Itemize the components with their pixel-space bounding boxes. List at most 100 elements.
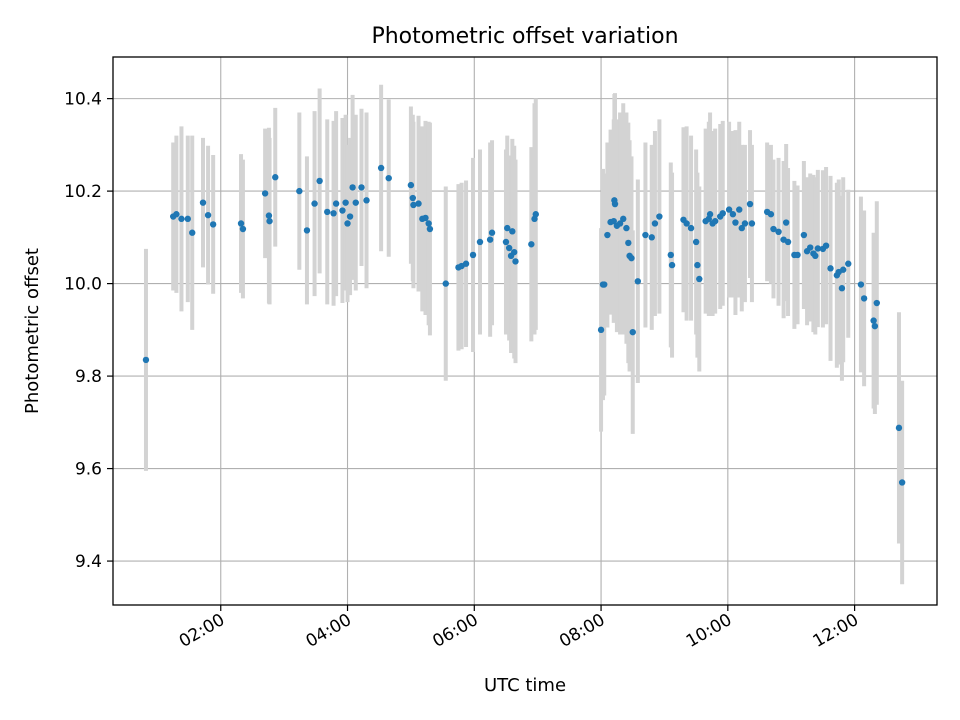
data-point <box>332 200 340 207</box>
data-point <box>532 211 539 218</box>
data-point <box>344 220 351 227</box>
point-layer <box>142 164 906 486</box>
data-point <box>822 242 830 249</box>
data-point <box>189 229 196 236</box>
data-point <box>409 194 417 202</box>
data-point <box>711 217 719 225</box>
data-point <box>462 260 470 267</box>
data-point <box>857 281 865 288</box>
data-point <box>634 278 642 285</box>
data-point <box>871 322 879 330</box>
data-point <box>838 285 846 292</box>
data-point <box>173 211 180 218</box>
data-point <box>775 228 782 236</box>
data-point <box>839 266 847 273</box>
data-point <box>303 227 311 234</box>
data-point <box>442 280 449 287</box>
data-point <box>597 326 605 334</box>
data-point <box>629 328 636 336</box>
data-point <box>873 299 880 307</box>
data-point <box>800 231 808 239</box>
data-point <box>261 190 269 197</box>
data-point <box>422 214 429 222</box>
data-point <box>476 238 484 246</box>
data-point <box>812 252 819 260</box>
data-point <box>814 245 822 252</box>
data-point <box>741 220 749 227</box>
data-point <box>895 424 903 432</box>
data-point <box>469 251 477 259</box>
data-point <box>358 184 365 191</box>
data-point <box>784 238 792 246</box>
data-point <box>696 275 703 283</box>
data-point <box>860 295 868 302</box>
data-point <box>204 211 212 219</box>
data-point <box>324 208 331 216</box>
data-point <box>827 265 834 272</box>
data-point <box>509 228 516 235</box>
data-point <box>512 258 519 265</box>
data-point <box>729 211 737 218</box>
data-point <box>266 217 273 225</box>
data-point <box>330 210 337 217</box>
data-point <box>807 244 814 251</box>
y-axis-label: Photometric offset <box>22 248 43 414</box>
data-point <box>311 200 318 207</box>
data-point <box>346 213 354 220</box>
data-point <box>296 187 303 195</box>
data-point <box>719 210 726 217</box>
data-point <box>237 220 245 227</box>
data-point <box>782 219 790 226</box>
data-point <box>692 238 700 246</box>
data-point <box>352 199 359 206</box>
data-point <box>385 174 392 182</box>
data-point <box>736 206 743 213</box>
data-point <box>642 231 649 239</box>
data-point <box>651 220 659 227</box>
data-point <box>623 224 630 232</box>
y-tick-label: 9.4 <box>75 552 102 572</box>
data-point <box>316 177 323 185</box>
data-point <box>425 220 432 227</box>
data-point <box>845 260 852 267</box>
data-point <box>142 356 150 364</box>
data-point <box>502 238 510 246</box>
data-point <box>410 201 417 209</box>
chart-title: Photometric offset variation <box>371 24 678 49</box>
data-point <box>616 220 624 227</box>
data-point <box>648 234 655 241</box>
data-point <box>738 224 745 232</box>
x-axis-label: UTC time <box>484 675 566 696</box>
data-point <box>620 215 627 223</box>
data-point <box>339 207 346 214</box>
data-point <box>209 221 217 228</box>
data-point <box>511 248 518 256</box>
data-point <box>184 215 191 223</box>
data-point <box>239 225 247 233</box>
data-point <box>668 261 676 269</box>
data-point <box>694 261 701 269</box>
plot-frame <box>112 56 938 606</box>
data-point <box>767 211 775 218</box>
data-point <box>770 225 777 233</box>
data-point <box>265 212 273 219</box>
data-point <box>488 229 496 236</box>
data-point <box>363 197 370 204</box>
y-tick-label: 9.6 <box>75 460 102 480</box>
data-point <box>601 281 608 288</box>
y-tick-label: 10.4 <box>64 90 102 110</box>
data-point <box>342 199 349 206</box>
data-point <box>199 199 207 206</box>
data-point <box>604 231 611 239</box>
y-tick-label: 10.0 <box>64 275 102 295</box>
y-tick-label: 9.8 <box>75 367 102 387</box>
data-point <box>748 220 756 227</box>
data-point <box>706 211 714 218</box>
data-point <box>656 213 663 220</box>
data-point <box>505 244 513 252</box>
data-point <box>898 479 906 486</box>
data-point <box>426 225 434 233</box>
data-point <box>870 317 877 324</box>
